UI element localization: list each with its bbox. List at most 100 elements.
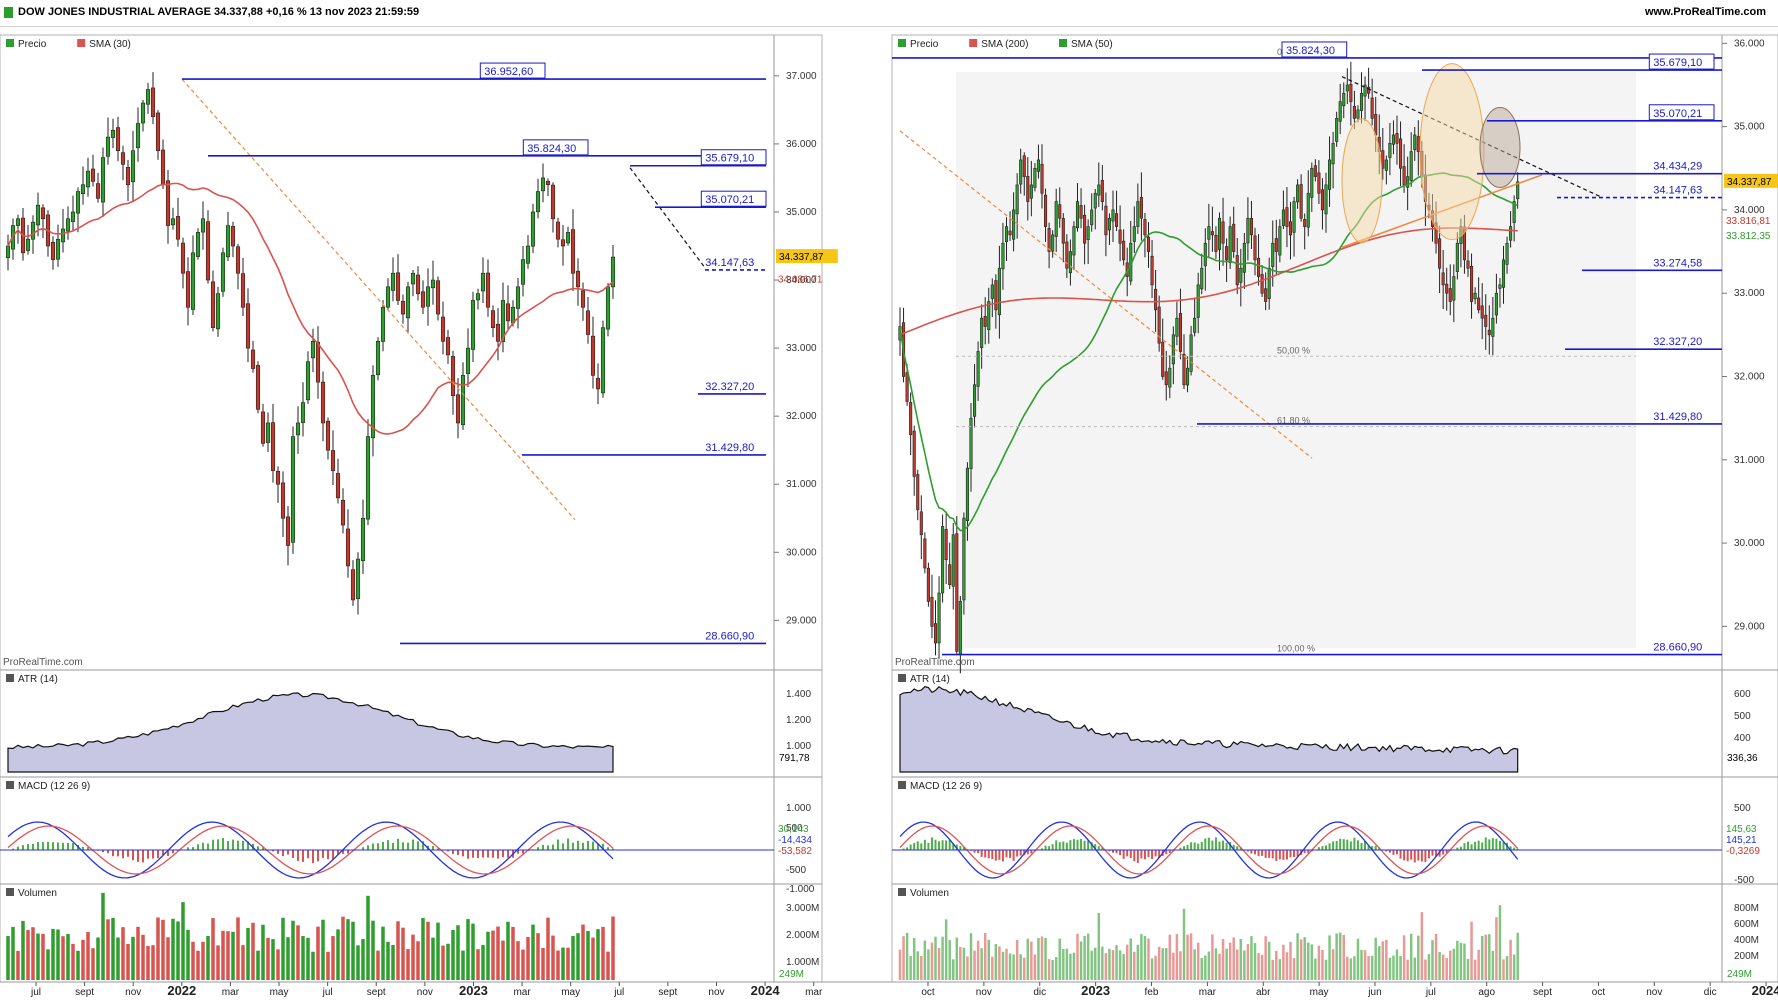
right-candle <box>1413 134 1417 151</box>
right-candle <box>1501 259 1506 288</box>
left-volume-bar <box>286 937 290 980</box>
right-macd-histogram-bar <box>1353 837 1356 850</box>
right-candle <box>1083 214 1087 244</box>
right-macd-histogram-bar <box>1293 850 1296 857</box>
right-macd-histogram-bar <box>1442 850 1445 855</box>
left-volume-bar <box>211 918 215 980</box>
left-macd-histogram-bar <box>137 850 139 862</box>
left-volume-bar <box>541 947 545 980</box>
right-candle <box>1331 142 1335 165</box>
left-volume-bar <box>306 937 310 980</box>
left-macd-histogram-bar <box>362 847 364 850</box>
right-macd-histogram-bar <box>1229 842 1232 850</box>
chart-canvas[interactable]: Precio SMA (30) 36.952,60 35.824,30 35.679,1… <box>0 26 1778 1000</box>
right-macd-histogram-bar <box>1356 840 1359 850</box>
site-link[interactable]: www.ProRealTime.com <box>1644 6 1766 18</box>
right-ytick-label: 36.000 <box>1734 38 1765 49</box>
right-volume-bar <box>1030 941 1033 980</box>
right-candle <box>926 567 930 602</box>
left-volume-bar <box>401 927 405 980</box>
left-volume-bar <box>256 950 260 980</box>
right-volume-bar <box>902 936 905 980</box>
left-macd-tick: 500 <box>786 823 803 834</box>
left-macd-histogram-bar <box>287 850 289 855</box>
right-candle <box>1200 267 1204 290</box>
right-ytick-label: 35.000 <box>1734 122 1765 133</box>
right-volume-bar <box>1473 959 1477 980</box>
left-macd-histogram-bar <box>57 842 59 850</box>
left-volume-bar <box>386 941 390 980</box>
right-macd-histogram-bar <box>1498 840 1501 850</box>
left-candle <box>445 337 451 356</box>
right-macd-histogram-bar <box>1246 850 1249 852</box>
left-legend-macd-12-26-9-: MACD (12 26 9) <box>18 781 90 792</box>
right-macd-histogram-bar <box>1250 850 1253 854</box>
right-volume-bar <box>1427 954 1431 980</box>
right-candle <box>1008 230 1012 236</box>
right-volume-bar <box>1360 949 1363 980</box>
right-macd-histogram-bar <box>1307 850 1310 854</box>
left-macd-histogram-bar <box>277 850 279 854</box>
left-volume-bar <box>201 941 205 980</box>
right-macd-histogram-bar <box>998 850 1001 860</box>
left-volume-bar <box>491 930 495 980</box>
right-macd-histogram-bar <box>1445 850 1448 854</box>
right-macd-histogram-bar <box>1335 840 1338 850</box>
right-level-label: 31.429,80 <box>1653 411 1702 423</box>
left-candle <box>530 211 536 247</box>
right-volume-bar <box>1271 959 1274 980</box>
left-candle <box>475 293 481 301</box>
left-volume-bar <box>276 949 280 980</box>
left-level-box <box>522 139 589 156</box>
left-candle <box>40 207 46 220</box>
right-candle <box>1338 101 1342 122</box>
right-legend-volumen: Volumen <box>910 888 949 899</box>
left-volume-last: 249M <box>779 969 804 980</box>
right-candle <box>1143 219 1147 236</box>
right-macd-histogram-bar <box>1023 850 1026 856</box>
right-macd-histogram-bar <box>1101 847 1104 850</box>
left-macd-histogram-bar <box>22 845 24 850</box>
right-macd-histogram-bar <box>1282 850 1285 860</box>
left-volume-bar <box>576 933 580 980</box>
right-macd-histogram-bar <box>1264 850 1267 858</box>
left-volume-bar <box>61 936 65 980</box>
left-candle <box>400 300 406 315</box>
right-candle <box>1090 209 1094 226</box>
left-volume-bar <box>6 936 10 980</box>
right-volume-bar <box>1015 939 1019 980</box>
right-macd-histogram-bar <box>1275 850 1278 861</box>
left-volume-bar <box>596 929 600 980</box>
right-candle <box>1154 288 1158 311</box>
left-volume-bar <box>351 921 355 980</box>
right-candle <box>1161 341 1165 377</box>
left-candle <box>165 180 171 226</box>
left-volume-bar <box>436 922 440 980</box>
right-pattern-ellipse <box>1479 106 1521 188</box>
right-volume-bar <box>1480 935 1484 980</box>
right-macd-histogram-bar <box>1126 850 1129 857</box>
left-candle <box>280 482 286 519</box>
right-candle <box>919 511 923 536</box>
right-macd-line <box>899 821 1519 879</box>
right-volume-bar <box>1438 952 1441 980</box>
right-atr-area <box>899 686 1519 773</box>
right-candle <box>1359 93 1364 111</box>
right-candle <box>1065 241 1069 269</box>
left-candle <box>360 517 366 561</box>
right-xtick-label: abr <box>1256 987 1271 998</box>
left-macd-histogram-bar <box>307 850 309 859</box>
left-volume-bar <box>471 923 475 980</box>
right-macd-histogram-bar <box>1097 846 1100 850</box>
right-volume-bar <box>1445 958 1448 980</box>
right-macd-histogram-bar <box>977 850 980 854</box>
right-macd-histogram-bar <box>1257 850 1260 857</box>
right-volume-bar <box>1097 912 1101 980</box>
right-volume-bar <box>1331 949 1335 980</box>
left-macd-histogram-bar <box>582 842 584 850</box>
left-candle <box>585 310 591 335</box>
right-macd-histogram-bar <box>1371 846 1374 850</box>
right-candle <box>1363 84 1367 97</box>
right-volume-bar <box>1122 954 1125 980</box>
left-candle <box>350 569 356 601</box>
